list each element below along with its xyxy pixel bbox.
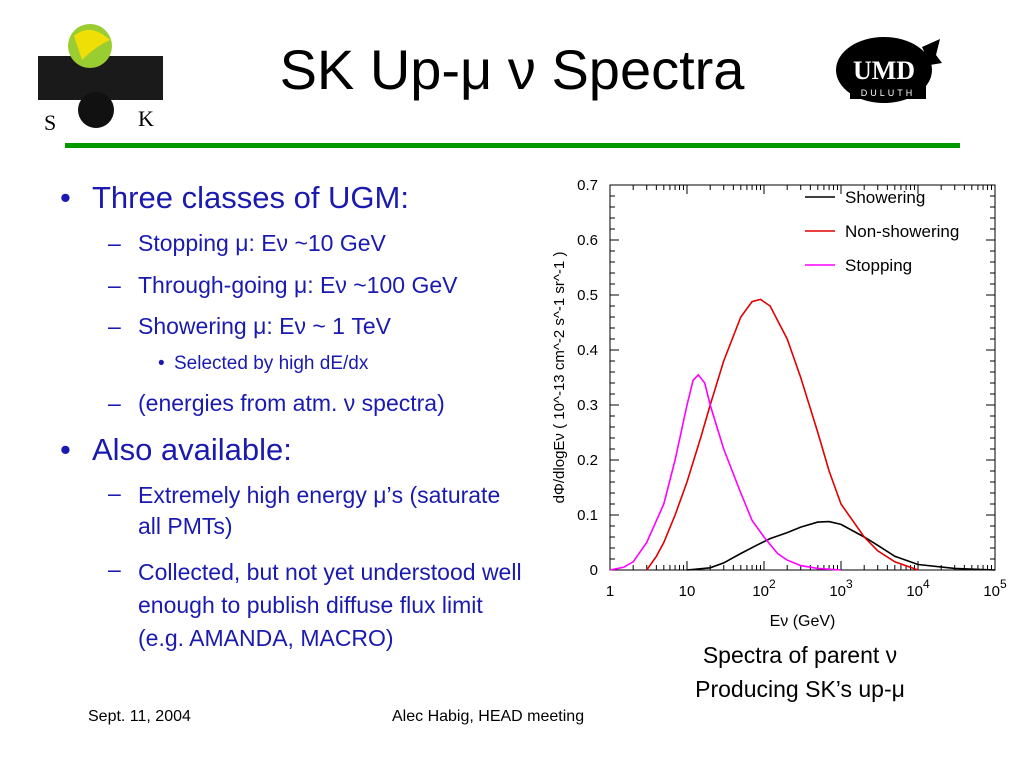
logo-bird-shape	[922, 39, 942, 65]
y-tick-label: 0.4	[577, 342, 598, 359]
umd-duluth-logo: UMD DULUTH	[836, 37, 942, 103]
series-line-stopping	[609, 373, 842, 571]
bullet-also-available: Also available:	[92, 432, 292, 467]
legend-label: Non-showering	[845, 222, 959, 241]
y-tick-label: 0.6	[577, 232, 598, 249]
y-axis-label: dΦ/dlogEν ( 10^-13 cm^-2 s^-1 sr^-1 )	[551, 252, 568, 504]
logo-duluth-band	[850, 85, 926, 99]
logo-yellow-flash	[74, 29, 110, 60]
logo-umd-text: UMD	[853, 56, 915, 85]
y-tick-label: 0.5	[577, 287, 598, 304]
footer-date: Sept. 11, 2004	[88, 708, 191, 725]
dash-marker: –	[108, 390, 121, 416]
dash-marker: –	[108, 272, 121, 298]
spectra-chart: 1 10 102 103 104 105 0 0.1 0.2 0.3 0.4 0.5 0.6 0.7 Eν …	[551, 177, 1007, 630]
bullet-dot: •	[60, 432, 71, 467]
x-axis-label: Eν (GeV)	[770, 613, 836, 630]
sub-bullet-dot: •	[158, 353, 165, 374]
bullet-through-going: Through-going μ: Eν ~100 GeV	[138, 272, 458, 298]
plot-frame	[609, 184, 996, 571]
dash-marker: –	[108, 480, 121, 506]
x-tick-label: 104	[906, 577, 930, 600]
x-tick-label: 10	[679, 583, 696, 600]
chart-caption-line1: Spectra of parent ν	[702, 642, 898, 668]
bullet-energies-note: (energies from atm. ν spectra)	[138, 390, 445, 416]
logo-duluth-text: DULUTH	[861, 88, 916, 98]
x-tick-label: 1	[606, 583, 614, 600]
bullet-collected-not-understood: Collected, but not yet understood well e…	[138, 559, 522, 651]
x-tick-label: 103	[829, 577, 853, 600]
bullet-high-dedx: Selected by high dE/dx	[174, 353, 369, 374]
bullet-showering: Showering μ: Eν ~ 1 TeV	[138, 313, 391, 339]
title-rule	[65, 143, 960, 148]
chart-caption-line2: Producing SK’s up-μ	[695, 676, 905, 702]
y-tick-label: 0.7	[577, 177, 598, 194]
y-tick-label: 0.3	[577, 397, 598, 414]
dash-marker: –	[108, 230, 121, 256]
logo-letter-k: K	[138, 106, 154, 131]
bullet-dot: •	[60, 180, 71, 215]
series-line-showering	[686, 520, 996, 571]
y-tick-label: 0.2	[577, 452, 598, 469]
footer-center: Alec Habig, HEAD meeting	[392, 708, 585, 725]
series-line-non-showering	[646, 298, 919, 571]
bullet-stopping: Stopping μ: Eν ~10 GeV	[138, 230, 386, 256]
legend-label: Stopping	[845, 256, 912, 275]
y-tick-label: 0	[590, 562, 598, 579]
dash-marker: –	[108, 556, 121, 582]
legend-label: Showering	[845, 188, 925, 207]
dash-marker: –	[108, 313, 121, 339]
y-tick-label: 0.1	[577, 507, 598, 524]
bullet-extremely-high-energy: Extremely high energy μ’s (saturate all …	[138, 482, 501, 539]
logo-letter-s: S	[44, 110, 56, 135]
super-kamiokande-logo: S K	[38, 24, 163, 135]
x-tick-label: 105	[983, 577, 1007, 600]
x-tick-label: 102	[752, 577, 776, 600]
bullet-three-classes: Three classes of UGM:	[92, 180, 409, 215]
logo-dark-circle	[78, 92, 114, 128]
page-title: SK Up-μ ν Spectra	[279, 38, 745, 101]
